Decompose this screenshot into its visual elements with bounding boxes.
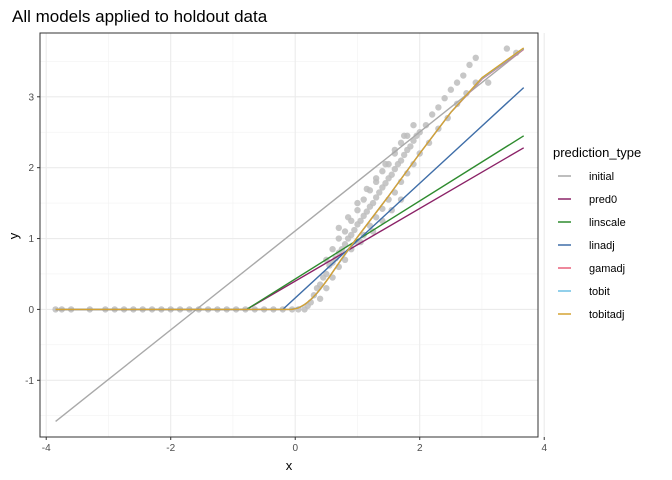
x-tick-label: -2 xyxy=(166,443,175,454)
data-point xyxy=(391,189,399,196)
data-point xyxy=(376,189,383,196)
data-point xyxy=(407,143,414,150)
y-tick-label: -1 xyxy=(25,376,34,387)
data-point xyxy=(397,157,405,164)
data-point xyxy=(428,111,436,118)
data-point xyxy=(323,284,330,292)
data-point xyxy=(400,132,408,139)
y-tick-label: 1 xyxy=(28,234,34,245)
data-point xyxy=(410,137,417,144)
data-point xyxy=(329,245,336,253)
legend-label-gamadj: gamadj xyxy=(589,263,625,275)
data-point xyxy=(382,160,389,168)
legend-label-linscale: linscale xyxy=(589,217,626,229)
legend-label-linadj: linadj xyxy=(589,240,615,252)
legend-label-tobitadj: tobitadj xyxy=(589,309,624,321)
legend-label-pred0: pred0 xyxy=(589,194,617,206)
y-tick-label: 2 xyxy=(28,163,34,174)
x-axis-title: x xyxy=(286,458,293,473)
data-point xyxy=(472,54,479,62)
data-point xyxy=(341,256,349,264)
data-point xyxy=(52,306,59,313)
data-point xyxy=(363,185,371,193)
data-point xyxy=(379,168,386,175)
series-line-initial xyxy=(55,48,525,422)
data-point xyxy=(410,121,417,129)
data-point xyxy=(503,45,511,52)
y-axis-title: y xyxy=(6,232,21,239)
x-tick-label: 0 xyxy=(292,443,298,454)
legend-title: prediction_type xyxy=(553,145,641,160)
y-tick-label: 3 xyxy=(28,92,34,103)
data-point xyxy=(485,79,492,86)
grid-lines xyxy=(40,33,545,437)
data-point xyxy=(360,196,367,203)
data-point xyxy=(388,171,395,178)
data-point xyxy=(372,175,380,182)
x-axis-ticks: -4 -2 0 2 4 xyxy=(42,437,547,454)
data-point xyxy=(410,160,417,168)
y-axis-ticks: -1 0 1 2 3 xyxy=(25,92,40,387)
data-point xyxy=(335,235,342,242)
x-tick-label: -4 xyxy=(42,443,51,454)
data-point xyxy=(351,226,358,234)
legend-label-initial: initial xyxy=(589,171,614,183)
legend-label-tobit: tobit xyxy=(589,286,610,298)
data-point xyxy=(357,217,364,225)
series-lines xyxy=(55,47,525,422)
data-point xyxy=(447,86,455,93)
series-line-tobitadj xyxy=(55,47,525,311)
x-tick-label: 2 xyxy=(417,443,423,454)
data-point xyxy=(382,180,389,187)
data-point xyxy=(354,206,361,214)
legend: initial pred0 linscale linadj gamadj tobit tob… xyxy=(556,167,626,322)
data-point xyxy=(460,72,467,79)
data-point xyxy=(400,151,408,159)
data-point xyxy=(422,121,430,129)
data-point xyxy=(329,274,336,281)
data-point xyxy=(341,241,349,248)
data-point xyxy=(453,100,461,108)
data-point xyxy=(397,139,405,147)
data-point xyxy=(348,231,355,239)
data-point xyxy=(344,214,352,221)
data-point xyxy=(316,295,324,302)
data-point xyxy=(369,199,377,207)
data-point xyxy=(323,270,330,278)
x-tick-label: 4 xyxy=(541,443,547,454)
data-point xyxy=(425,139,433,147)
chart-title: All models applied to holdout data xyxy=(12,7,268,26)
data-point xyxy=(335,224,342,232)
y-tick-label: 0 xyxy=(28,305,34,316)
data-point xyxy=(372,194,380,201)
data-point xyxy=(363,208,371,215)
data-point xyxy=(354,199,361,207)
data-point xyxy=(435,104,442,111)
plot-panel-border xyxy=(39,32,539,438)
data-point xyxy=(453,79,461,86)
data-point xyxy=(466,61,473,69)
data-point xyxy=(391,165,399,173)
data-point xyxy=(341,228,349,235)
data-point xyxy=(391,146,399,154)
data-point xyxy=(441,95,448,102)
